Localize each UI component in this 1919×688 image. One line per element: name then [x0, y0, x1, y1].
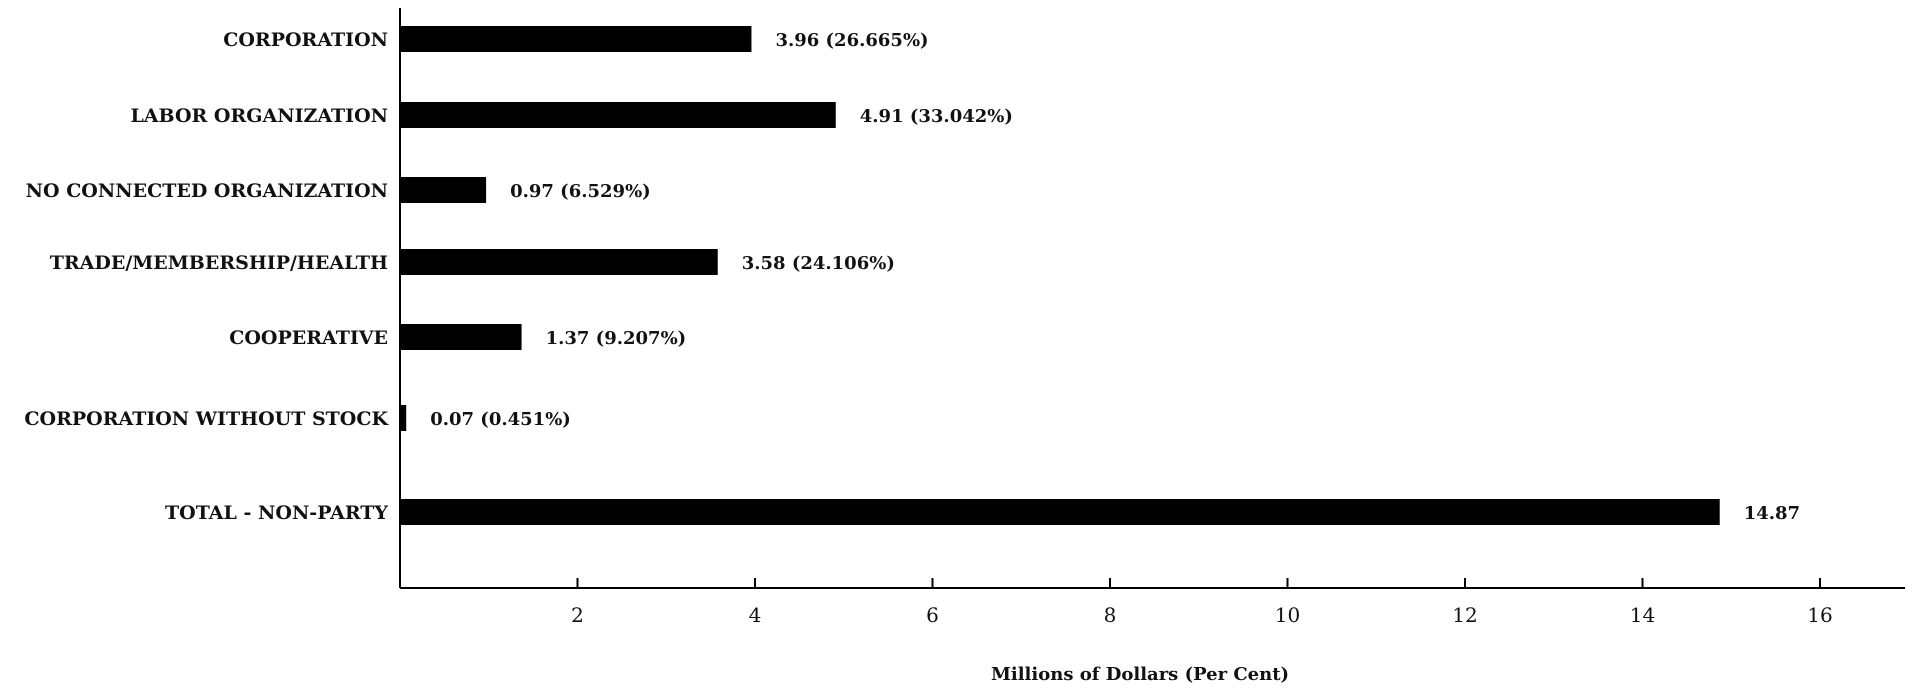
- x-tick-label: 8: [1104, 603, 1117, 627]
- x-tick-label: 16: [1807, 603, 1832, 627]
- x-tick-label: 14: [1630, 603, 1655, 627]
- bar: [400, 499, 1720, 525]
- category-labels-group: CORPORATION LABOR ORGANIZATION NO CONNECTE…: [24, 29, 389, 524]
- x-tick-label: 6: [926, 603, 939, 627]
- data-label: 4.91 (33.042%): [860, 106, 1013, 127]
- category-label: TOTAL - NON-PARTY: [165, 502, 388, 524]
- category-label: CORPORATION WITHOUT STOCK: [24, 408, 389, 430]
- bar: [400, 102, 836, 128]
- category-label: LABOR ORGANIZATION: [130, 105, 388, 127]
- data-label: 3.58 (24.106%): [742, 253, 895, 274]
- category-label: COOPERATIVE: [229, 327, 388, 349]
- x-tick-label: 10: [1275, 603, 1300, 627]
- data-label: 14.87: [1744, 503, 1800, 524]
- bar: [400, 405, 407, 431]
- value-labels-group: 3.96 (26.665%) 4.91 (33.042%) 0.97 (6.529%…: [430, 30, 1800, 524]
- x-axis-title: Millions of Dollars (Per Cent): [991, 664, 1289, 685]
- data-label: 1.37 (9.207%): [546, 328, 687, 349]
- bar: [400, 177, 487, 203]
- data-label: 3.96 (26.665%): [775, 30, 928, 51]
- x-tick-label: 2: [571, 603, 584, 627]
- bar: [400, 249, 718, 275]
- data-label: 0.97 (6.529%): [510, 181, 651, 202]
- x-tick-label: 12: [1452, 603, 1477, 627]
- bars-group: [400, 26, 1720, 525]
- x-ticks-group: 2 4 6 8 10 12 14 16: [571, 578, 1833, 627]
- category-label: TRADE/MEMBERSHIP/HEALTH: [50, 252, 388, 274]
- category-label: CORPORATION: [223, 29, 388, 51]
- category-label: NO CONNECTED ORGANIZATION: [26, 180, 388, 202]
- data-label: 0.07 (0.451%): [430, 409, 571, 430]
- bar: [400, 26, 752, 52]
- x-tick-label: 4: [749, 603, 762, 627]
- bar: [400, 324, 522, 350]
